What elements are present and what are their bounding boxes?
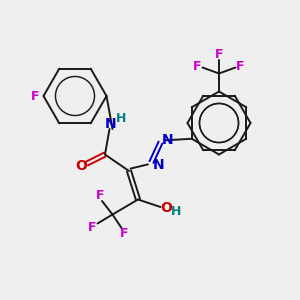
Text: O: O [160, 201, 172, 214]
Text: N: N [162, 133, 174, 146]
Text: F: F [88, 220, 96, 234]
Text: F: F [31, 89, 39, 103]
Text: F: F [236, 60, 245, 74]
Text: F: F [215, 48, 223, 62]
Text: N: N [104, 117, 116, 131]
Text: F: F [96, 189, 104, 202]
Text: N: N [153, 158, 165, 172]
Text: O: O [75, 159, 87, 172]
Text: H: H [171, 205, 181, 218]
Text: F: F [120, 227, 129, 240]
Text: H: H [116, 112, 126, 125]
Text: F: F [193, 60, 202, 74]
